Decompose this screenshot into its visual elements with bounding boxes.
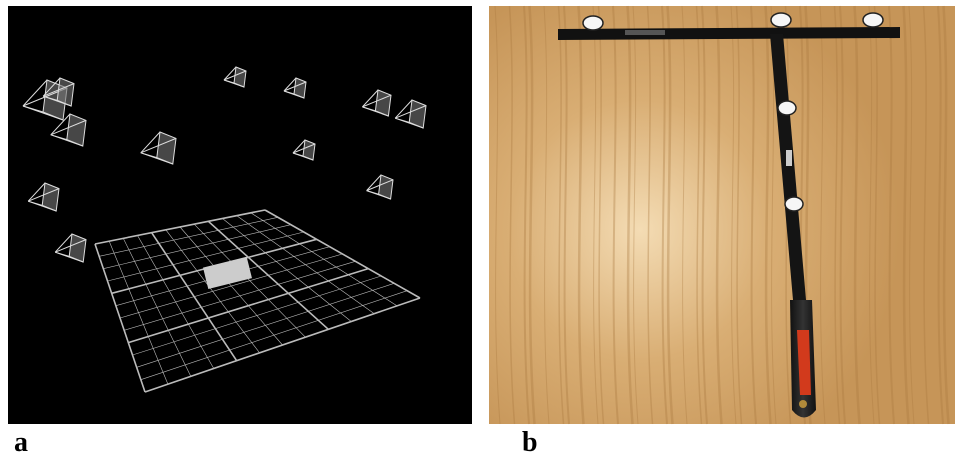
panel-label: b — [522, 427, 538, 454]
figure: a b — [0, 0, 957, 454]
panel-b-photo — [489, 6, 955, 424]
panel-label: a — [14, 427, 28, 454]
